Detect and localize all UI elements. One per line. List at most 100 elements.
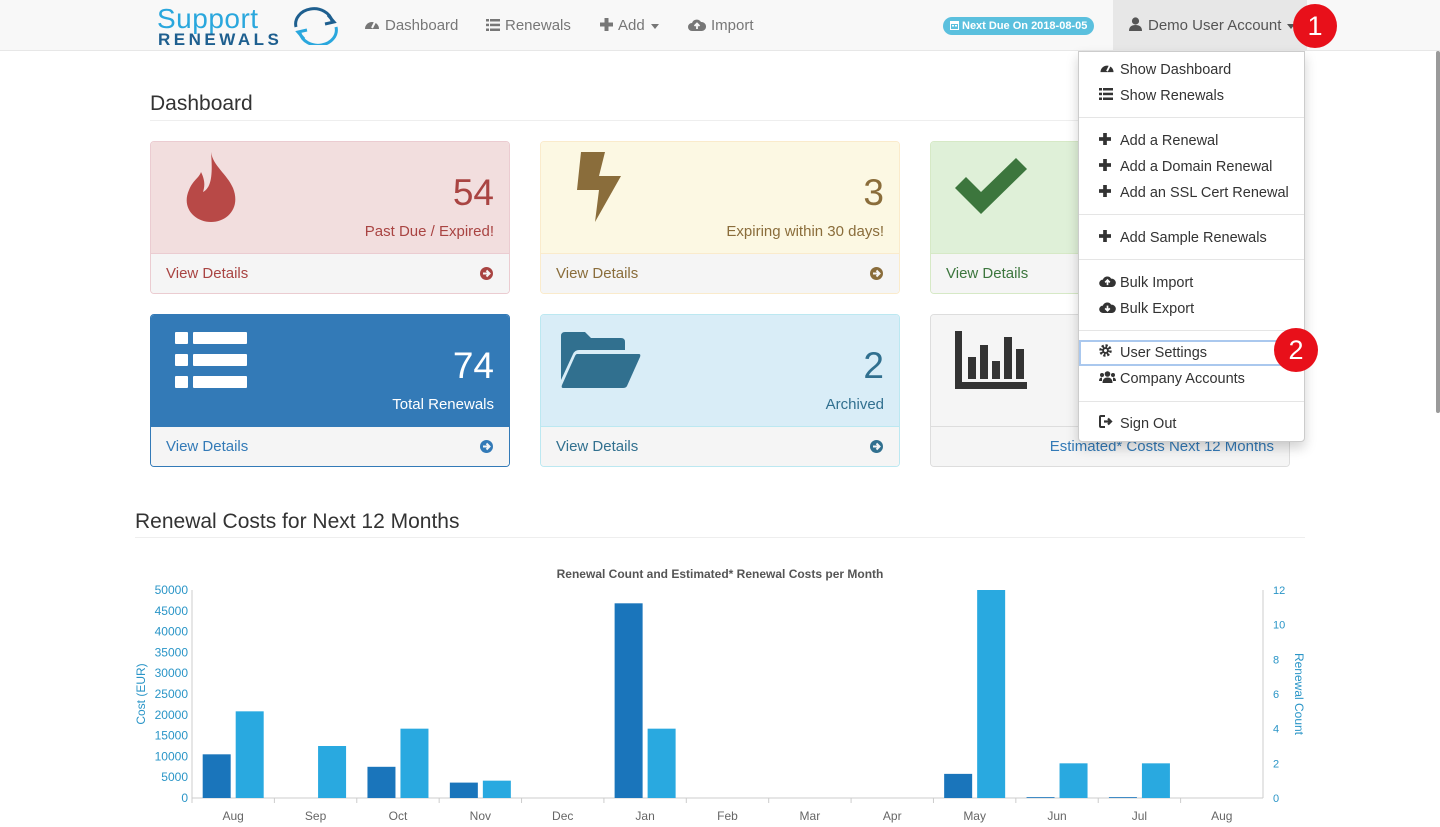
panel-past-due: 54 Past Due / Expired! View Details — [150, 141, 510, 294]
view-details-label: View Details — [166, 265, 249, 282]
count-bar — [1059, 763, 1088, 798]
nav-renewals[interactable]: Renewals — [486, 0, 571, 51]
y2-tick-label: 8 — [1273, 654, 1279, 666]
menu-divider — [1079, 401, 1304, 402]
nav-dashboard[interactable]: Dashboard — [364, 0, 458, 51]
nav-add-label: Add — [618, 17, 645, 34]
x-tick-label: Jul — [1132, 809, 1147, 823]
cloud-upload-icon — [1099, 270, 1116, 296]
view-details-label: View Details — [946, 265, 1029, 282]
menu-add-domain-renewal[interactable]: Add a Domain Renewal — [1079, 154, 1304, 180]
menu-add-ssl-renewal[interactable]: Add an SSL Cert Renewal — [1079, 180, 1304, 206]
page-scrollbar[interactable] — [1436, 51, 1440, 413]
y-tick-label: 0 — [181, 791, 188, 805]
estimated-costs-link-label: Estimated* Costs Next 12 Months — [1049, 438, 1274, 455]
x-tick-label: Oct — [389, 809, 408, 823]
y-tick-label: 20000 — [155, 708, 189, 722]
brand-word-support: Support — [157, 3, 259, 34]
count-bar — [482, 780, 511, 798]
fire-icon — [186, 152, 236, 222]
y2-tick-label: 6 — [1273, 689, 1279, 701]
archived-label: Archived — [825, 396, 884, 413]
count-bar — [977, 590, 1006, 798]
renewal-arrows-icon — [294, 7, 338, 45]
expiring-label: Expiring within 30 days! — [726, 223, 884, 240]
x-tick-label: Jan — [635, 809, 654, 823]
x-tick-label: Aug — [223, 809, 244, 823]
top-navbar: Support RENEWALS Dashboard Renewals Add … — [0, 0, 1440, 51]
page-title: Dashboard — [150, 92, 253, 115]
menu-show-renewals[interactable]: Show Renewals — [1079, 83, 1304, 109]
y-tick-label: 40000 — [155, 625, 189, 639]
plus-icon — [1099, 154, 1116, 180]
y-tick-label: 5000 — [161, 770, 188, 784]
y-axis-label: Cost (EUR) — [134, 663, 148, 724]
past-due-count: 54 — [452, 172, 494, 213]
caret-down-icon — [650, 23, 659, 29]
check-icon — [955, 158, 1027, 214]
panel-total-renewals: 74 Total Renewals View Details — [150, 314, 510, 467]
x-tick-label: May — [963, 809, 986, 823]
cloud-upload-icon — [688, 1, 707, 52]
cost-bar — [1026, 797, 1055, 798]
menu-user-settings[interactable]: User Settings — [1079, 340, 1304, 366]
dashboard-icon — [1099, 57, 1116, 83]
next-due-badge[interactable]: Next Due On 2018-08-05 — [943, 17, 1095, 36]
arrow-circle-right-icon — [480, 440, 493, 453]
y-tick-label: 30000 — [155, 666, 189, 680]
count-bar — [400, 728, 429, 798]
menu-add-renewal[interactable]: Add a Renewal — [1079, 128, 1304, 154]
nav-import[interactable]: Import — [688, 0, 754, 51]
account-dropdown-menu: Show Dashboard Show Renewals Add a Renew… — [1078, 51, 1305, 442]
archived-count: 2 — [863, 345, 884, 386]
menu-company-accounts[interactable]: Company Accounts — [1079, 366, 1304, 392]
past-due-view-details[interactable]: View Details — [151, 253, 509, 293]
calendar-icon — [950, 18, 959, 36]
menu-divider — [1079, 330, 1304, 331]
view-details-label: View Details — [556, 265, 639, 282]
past-due-label: Past Due / Expired! — [364, 223, 494, 240]
menu-sign-out[interactable]: Sign Out — [1079, 411, 1304, 437]
menu-item-label: Bulk Export — [1120, 301, 1195, 317]
bolt-icon — [577, 152, 621, 222]
total-renewals-label: Total Renewals — [392, 396, 494, 413]
cost-bar — [202, 754, 231, 798]
count-bar — [647, 728, 676, 798]
menu-bulk-import[interactable]: Bulk Import — [1079, 270, 1304, 296]
nav-renewals-label: Renewals — [505, 17, 571, 34]
menu-bulk-export[interactable]: Bulk Export — [1079, 296, 1304, 322]
menu-add-sample-renewals[interactable]: Add Sample Renewals — [1079, 225, 1304, 251]
archived-view-details[interactable]: View Details — [541, 426, 899, 466]
cloud-download-icon — [1099, 296, 1116, 322]
next-due-text: Next Due On 2018-08-05 — [962, 20, 1088, 32]
plus-icon — [1099, 225, 1116, 251]
y2-axis-label: Renewal Count — [1292, 653, 1306, 736]
nav-import-label: Import — [711, 17, 754, 34]
nav-add-dropdown[interactable]: Add — [600, 0, 659, 51]
menu-show-dashboard[interactable]: Show Dashboard — [1079, 57, 1304, 83]
nav-dashboard-label: Dashboard — [385, 17, 459, 34]
expiring-view-details[interactable]: View Details — [541, 253, 899, 293]
total-renewals-count: 74 — [452, 345, 494, 386]
total-renewals-view-details[interactable]: View Details — [151, 426, 509, 466]
y-tick-label: 35000 — [155, 645, 189, 659]
plus-icon — [600, 1, 613, 52]
caret-down-icon — [1287, 23, 1296, 29]
step-marker-1: 1 — [1293, 4, 1337, 48]
x-tick-label: Apr — [883, 809, 902, 823]
cost-bar — [614, 603, 643, 798]
panel-archived: 2 Archived View Details — [540, 314, 900, 467]
view-details-label: View Details — [166, 438, 249, 455]
chart-section-title: Renewal Costs for Next 12 Months — [135, 510, 460, 533]
count-bar — [235, 711, 264, 798]
y-tick-label: 15000 — [155, 729, 189, 743]
y2-tick-label: 4 — [1273, 724, 1279, 736]
x-tick-label: Jun — [1047, 809, 1066, 823]
x-tick-label: Mar — [800, 809, 821, 823]
brand-logo[interactable]: Support RENEWALS — [157, 3, 342, 49]
menu-item-label: Add an SSL Cert Renewal — [1120, 185, 1289, 201]
account-dropdown-toggle[interactable]: Demo User Account — [1113, 0, 1307, 51]
menu-divider — [1079, 214, 1304, 215]
menu-divider — [1079, 117, 1304, 118]
y2-tick-label: 0 — [1273, 793, 1279, 805]
